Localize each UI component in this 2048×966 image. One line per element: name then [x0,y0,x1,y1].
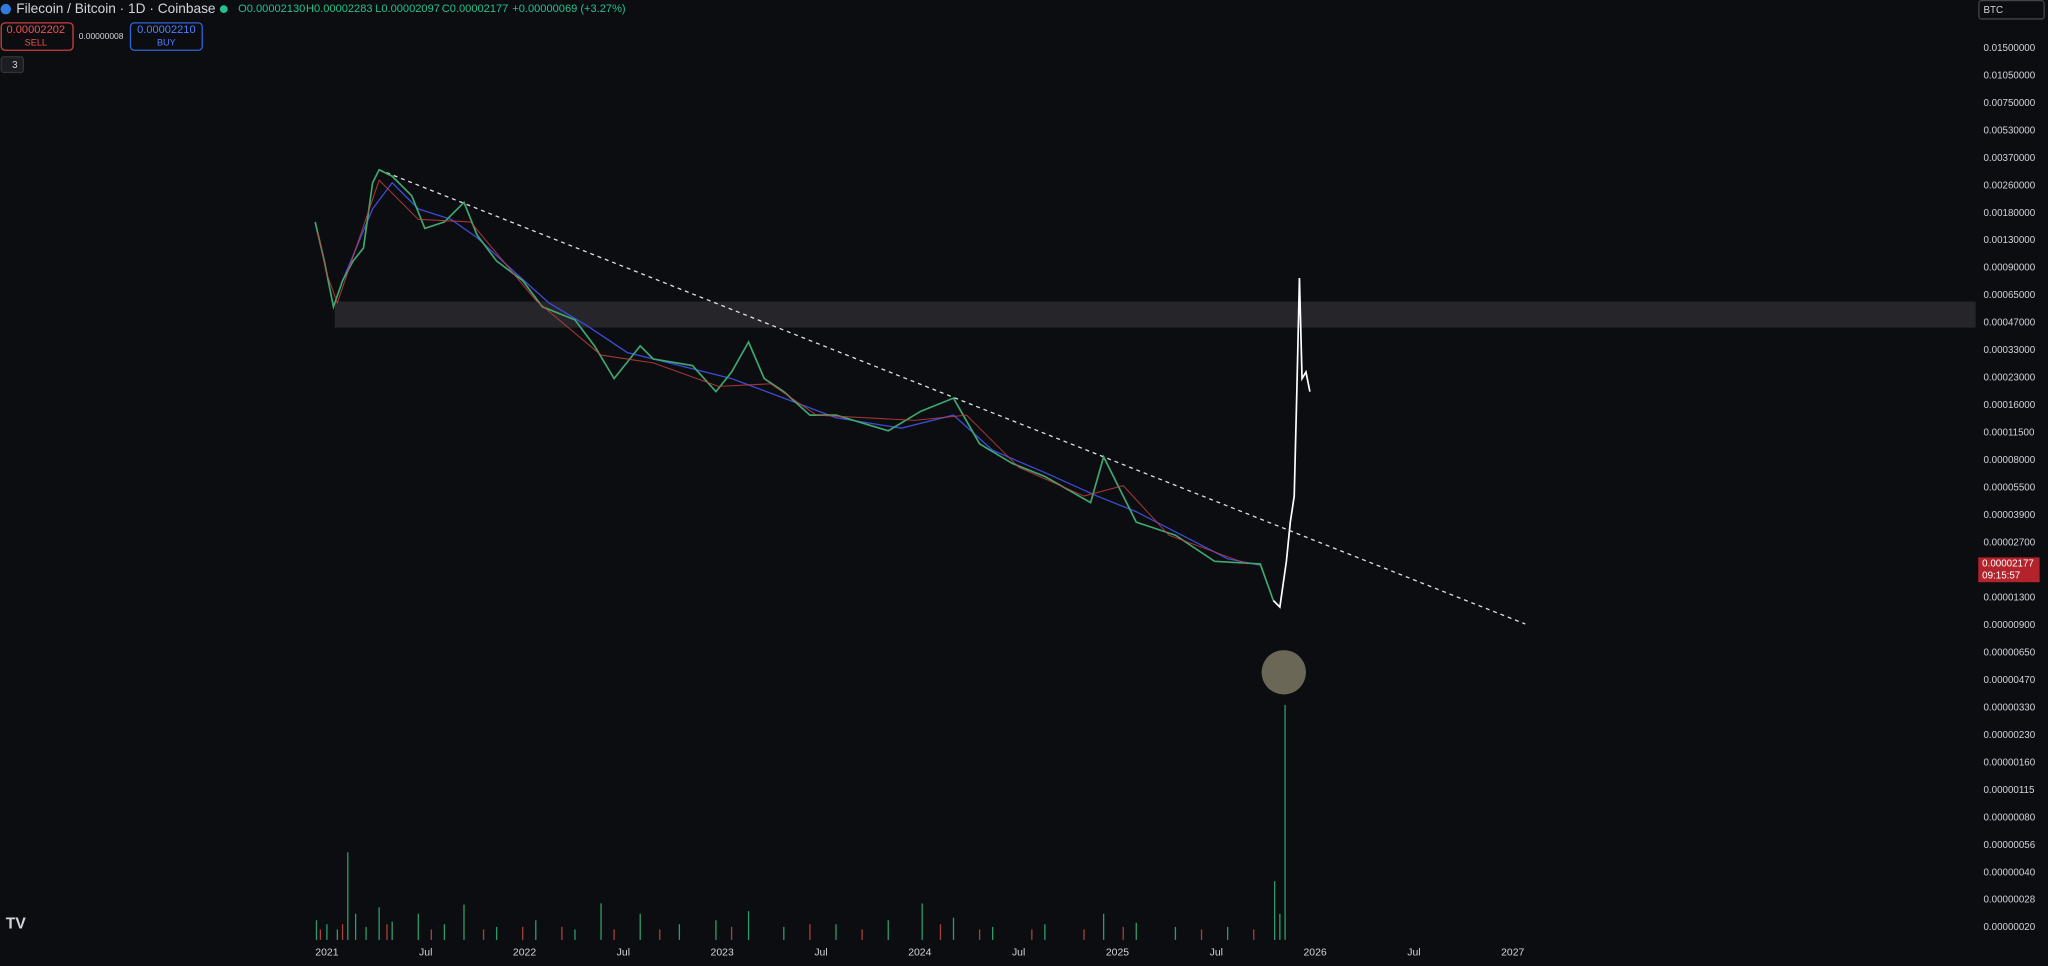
price-label: 0.00008000 [1983,455,2035,466]
currency: BTC [1983,5,2003,16]
currency-select[interactable] [1978,0,2045,20]
time-axis: 2021 Jul 2022 Jul 2023 Jul 2024 Jul 2025 Jul 2026 J… [315,948,1524,959]
price-line [314,168,1275,601]
price-label: 0.00033000 [1983,345,2035,356]
price-label: 0.00000900 [1983,620,2035,631]
time-label: Jul [1407,948,1420,959]
current-price-tag [1978,557,2040,583]
high: H0.00002283 [306,3,373,15]
price-label: 0.00000020 [1983,922,2035,933]
price-label: 0.00000650 [1983,647,2035,658]
change: +0.00000069 (+3.27%) [512,3,625,15]
price-label: 0.00750000 [1983,98,2035,109]
sell-price: 0.00002202 [7,24,66,36]
buy-label: BUY [157,37,176,47]
price-line-recent [1272,278,1311,609]
indicator-toggle[interactable] [0,56,25,74]
price-label: 0.01500000 [1983,43,2035,54]
symbol-icon [0,3,12,15]
sell-button[interactable] [0,22,74,51]
price-label: 0.00000470 [1983,675,2035,686]
volume-bars [315,704,1286,940]
volume-bars-down [319,924,1255,940]
trend-line[interactable] [378,169,1526,625]
price-label: 0.00011500 [1983,428,2035,439]
price-axis: 0.01500000 0.01050000 0.00750000 0.00530000… [1983,43,2035,933]
price-label: 0.00000230 [1983,730,2035,741]
price-label: 0.00090000 [1983,263,2035,274]
sell-label: SELL [25,37,47,47]
moving-average [341,181,1261,566]
time-label: 2026 [1303,948,1326,959]
price-label: 0.00000028 [1983,895,2035,906]
price-label: 0.00000115 [1983,785,2035,796]
time-label: Jul [419,948,432,959]
price-label: 0.00000080 [1983,812,2035,823]
price-label: 0.00000056 [1983,840,2035,851]
close: C0.00002177 [442,3,509,15]
indicator-count: 3 [12,60,18,71]
price-label: 0.00002700 [1983,538,2035,549]
buy-button[interactable] [129,22,203,51]
time-label: 2021 [315,948,338,959]
price-label: 0.00370000 [1983,153,2035,164]
price-label: 0.00260000 [1983,180,2035,191]
price-label: 0.00005500 [1983,483,2035,494]
price-line-down [317,179,1248,565]
price-label: 0.00016000 [1983,400,2035,411]
price-label: 0.00065000 [1983,290,2035,301]
buy-price: 0.00002210 [137,24,196,36]
price-label: 0.00530000 [1983,125,2035,136]
time-label: Jul [1012,948,1025,959]
price-label: 0.00180000 [1983,208,2035,219]
price-label: 0.00001300 [1983,592,2035,603]
time-label: 2025 [1106,948,1129,959]
market-status [219,5,228,14]
logo: TV [6,915,27,932]
price-label: 0.00000330 [1983,702,2035,713]
countdown: 09:15:57 [1982,570,2020,581]
price-label: 0.00023000 [1983,373,2035,384]
current-price: 0.00002177 [1982,559,2034,570]
low: L0.00002097 [375,3,440,15]
price-label: 0.00047000 [1983,318,2035,329]
price-label: 0.01050000 [1983,70,2035,81]
time-label: 2027 [1501,948,1524,959]
price-label: 0.00003900 [1983,510,2035,521]
time-label: Jul [814,948,827,959]
time-label: 2022 [513,948,536,959]
symbol-title[interactable]: Filecoin / Bitcoin · 1D · Coinbase [16,1,215,16]
spread: 0.00000008 [79,31,124,41]
price-label: 0.00000160 [1983,757,2035,768]
price-label: 0.00130000 [1983,235,2035,246]
time-label: Jul [617,948,630,959]
price-label: 0.00000040 [1983,867,2035,878]
time-label: 2024 [908,948,931,959]
time-label: 2023 [711,948,734,959]
zone-band[interactable] [334,301,1976,328]
time-label: Jul [1210,948,1223,959]
open: O0.00002130 [238,3,305,15]
marker-circle[interactable] [1261,650,1306,695]
